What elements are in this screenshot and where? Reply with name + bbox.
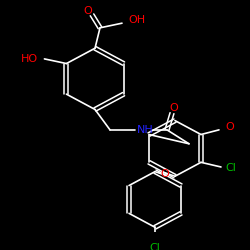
Text: NH: NH	[136, 125, 154, 135]
Text: Cl: Cl	[225, 163, 236, 173]
Text: O: O	[160, 169, 170, 179]
Text: OH: OH	[128, 16, 145, 26]
Text: O: O	[84, 6, 92, 16]
Text: HO: HO	[21, 54, 38, 64]
Text: Cl: Cl	[150, 243, 160, 250]
Text: O: O	[170, 102, 178, 113]
Text: O: O	[225, 122, 234, 132]
